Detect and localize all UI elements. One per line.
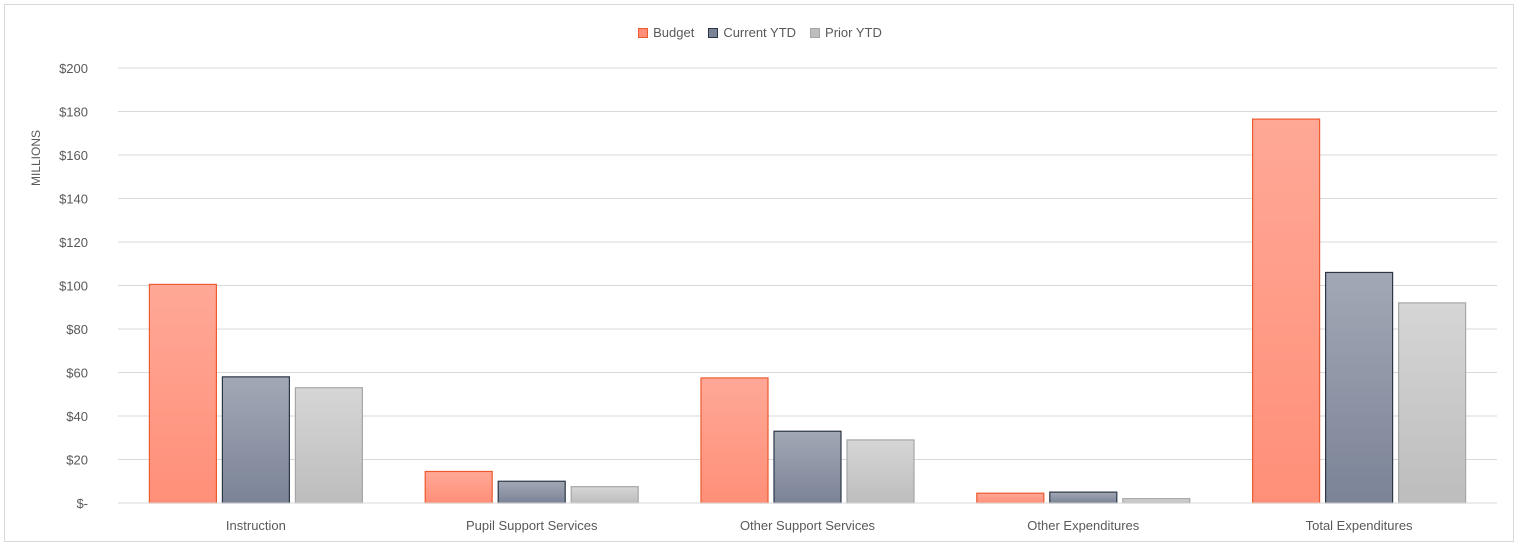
- y-tick-label-180: $180: [59, 105, 88, 120]
- x-tick-label-other-support-services: Other Support Services: [740, 518, 876, 533]
- legend-label-prior-ytd: Prior YTD: [825, 25, 882, 40]
- bar-budget-other-expenditures: [976, 492, 1045, 504]
- y-tick-label-0: $-: [76, 496, 88, 511]
- legend-label-current-ytd: Current YTD: [723, 25, 797, 40]
- legend-item-current-ytd: Current YTD: [708, 25, 796, 40]
- x-tick-label-pupil-support-services: Pupil Support Services: [466, 518, 598, 533]
- y-tick-label-200: $200: [59, 61, 88, 76]
- legend-swatch-prior-ytd: [810, 27, 821, 38]
- bar-budget-other-support-services: [700, 377, 769, 504]
- y-tick-label-100: $100: [59, 279, 88, 294]
- bar-prior-ytd-other-expenditures: [1122, 498, 1191, 504]
- y-tick-label-60: $60: [66, 366, 88, 381]
- bar-current-ytd-total-expenditures: [1324, 271, 1394, 504]
- bar-prior-ytd-other-support-services: [846, 439, 915, 504]
- bar-budget-pupil-support-services: [424, 470, 493, 504]
- bar-prior-ytd-instruction: [294, 387, 363, 504]
- x-tick-label-total-expenditures: Total Expenditures: [1306, 518, 1413, 533]
- legend-item-prior-ytd: Prior YTD: [810, 25, 882, 40]
- legend-swatch-current-ytd: [708, 27, 719, 38]
- bar-prior-ytd-total-expenditures: [1397, 302, 1467, 504]
- legend-item-budget: Budget: [638, 25, 694, 40]
- y-tick-label-40: $40: [66, 409, 88, 424]
- legend: Budget Current YTD Prior YTD: [0, 25, 1520, 40]
- bar-current-ytd-other-support-services: [773, 430, 842, 504]
- y-tick-label-80: $80: [66, 322, 88, 337]
- bar-budget-instruction: [148, 283, 217, 504]
- bar-budget-total-expenditures: [1251, 118, 1321, 504]
- bar-current-ytd-other-expenditures: [1049, 491, 1118, 504]
- bar-current-ytd-instruction: [221, 376, 290, 504]
- y-tick-label-160: $160: [59, 148, 88, 163]
- y-tick-label-140: $140: [59, 192, 88, 207]
- x-tick-label-instruction: Instruction: [226, 518, 286, 533]
- y-tick-label-20: $20: [66, 453, 88, 468]
- y-axis-title: MILLIONS: [29, 130, 43, 186]
- x-tick-label-other-expenditures: Other Expenditures: [1027, 518, 1140, 533]
- bar-prior-ytd-pupil-support-services: [570, 486, 639, 504]
- legend-label-budget: Budget: [653, 25, 695, 40]
- bar-current-ytd-pupil-support-services: [497, 480, 566, 504]
- y-tick-label-120: $120: [59, 235, 88, 250]
- legend-swatch-budget: [638, 27, 649, 38]
